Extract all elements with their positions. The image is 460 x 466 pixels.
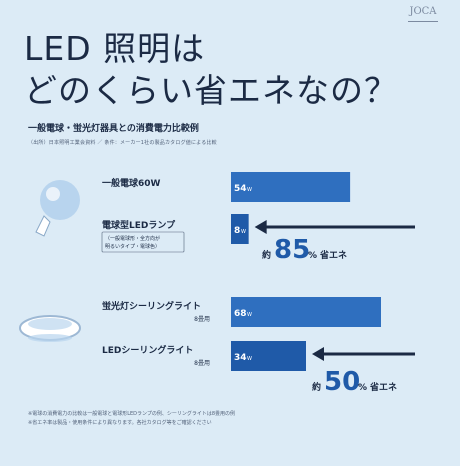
footnote: ※電球の消費電力の比較は一般電球と電球形LEDランプの例、シーリングライトは8畳… bbox=[28, 410, 328, 428]
title-line-2: どのくらい省エネなの？ bbox=[24, 71, 398, 110]
bar-category-label: 蛍光灯シーリングライト bbox=[102, 300, 201, 312]
page-title: LED 照明は どのくらい省エネなの？ bbox=[24, 28, 444, 112]
footnote-line-1: ※電球の消費電力の比較は一般電球と電球形LEDランプの例、シーリングライトは8畳… bbox=[28, 411, 236, 417]
bar-unit-label: W bbox=[247, 356, 252, 362]
saving-prefix: 約 bbox=[312, 381, 321, 393]
chart-subtitle: 一般電球・蛍光灯器具との消費電力比較例 bbox=[28, 124, 199, 134]
brand-logo: JOCA bbox=[408, 4, 438, 22]
bar-unit-label: W bbox=[247, 187, 252, 193]
saving-percent-value: 50 bbox=[324, 367, 360, 397]
footnote-line-2: ※省エネ率は製品・使用条件により異なります。各社カタログ等をご確認ください bbox=[28, 420, 212, 426]
bar-sublabel-line1: （一般電球形・全方向が bbox=[105, 235, 160, 242]
bar-sublabel: 8畳用 bbox=[194, 360, 210, 367]
saving-percent-sign: % bbox=[308, 251, 317, 261]
saving-percent-sign: % bbox=[358, 383, 367, 393]
bar-unit-label: W bbox=[247, 312, 252, 318]
bar-value-label: 68 bbox=[234, 309, 247, 319]
bar-1-0 bbox=[231, 297, 381, 327]
bar-value-label: 54 bbox=[234, 184, 247, 194]
title-line-1: LED 照明は bbox=[24, 29, 206, 68]
bar-sublabel: 8畳用 bbox=[194, 316, 210, 323]
bar-1-1 bbox=[231, 341, 306, 371]
saving-text: 省エネ bbox=[369, 381, 397, 393]
bar-value-label: 34 bbox=[234, 353, 247, 363]
bar-sublabel-line2: 明るいタイプ・電球色） bbox=[105, 243, 160, 250]
saving-text: 省エネ bbox=[319, 249, 347, 261]
saving-arrow-head bbox=[312, 347, 324, 361]
saving-prefix: 約 bbox=[262, 249, 271, 261]
saving-arrow-head bbox=[254, 220, 267, 234]
light-bulb-icon bbox=[35, 180, 80, 237]
sublabel-box bbox=[101, 231, 185, 253]
bar-0-0 bbox=[231, 172, 351, 202]
bar-0-1 bbox=[231, 214, 249, 244]
bar-category-label: 一般電球60W bbox=[102, 177, 161, 189]
bar-unit-label: W bbox=[241, 229, 246, 235]
bar-category-label: 電球型LEDランプ bbox=[102, 219, 176, 231]
source-note: （出所）日本照明工業会資料 ／ 条件：メーカー1社の製品カタログ値による比較 bbox=[28, 140, 217, 146]
bar-value-label: 8 bbox=[234, 226, 240, 236]
ceiling-light-icon bbox=[19, 315, 81, 342]
bar-category-label: LEDシーリングライト bbox=[102, 344, 193, 356]
saving-percent-value: 85 bbox=[274, 235, 310, 265]
